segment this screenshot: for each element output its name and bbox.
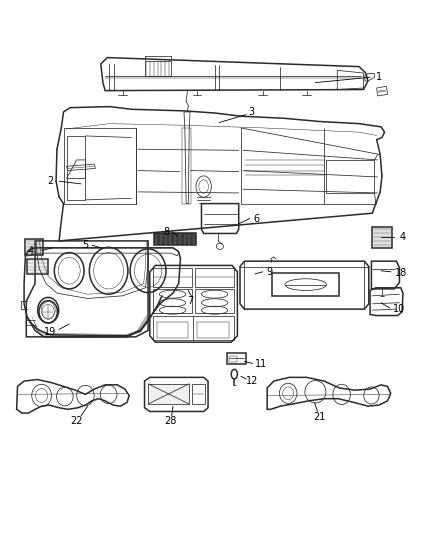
Polygon shape	[154, 233, 196, 245]
Text: 19: 19	[44, 327, 57, 336]
Bar	[272, 273, 339, 296]
Text: 11: 11	[254, 359, 267, 368]
Text: 9: 9	[266, 267, 272, 277]
Bar	[197, 322, 229, 338]
Text: 22: 22	[71, 416, 83, 426]
Bar	[145, 61, 171, 76]
Text: 5: 5	[82, 240, 88, 250]
Text: 28: 28	[165, 416, 177, 426]
Text: 18: 18	[395, 268, 407, 278]
Text: 4: 4	[400, 232, 406, 242]
Bar	[157, 322, 188, 338]
Text: 10: 10	[392, 304, 405, 314]
Polygon shape	[27, 259, 48, 274]
Text: 21: 21	[314, 412, 326, 422]
Text: 3: 3	[249, 107, 255, 117]
Text: 7: 7	[187, 296, 194, 306]
Text: 12: 12	[246, 376, 258, 386]
Polygon shape	[25, 239, 43, 255]
Polygon shape	[372, 227, 392, 248]
Polygon shape	[148, 384, 189, 404]
Text: 6: 6	[253, 214, 259, 223]
Text: 8: 8	[163, 227, 170, 237]
Text: 4: 4	[28, 246, 34, 255]
Text: 1: 1	[376, 72, 382, 82]
Text: 2: 2	[47, 176, 53, 186]
